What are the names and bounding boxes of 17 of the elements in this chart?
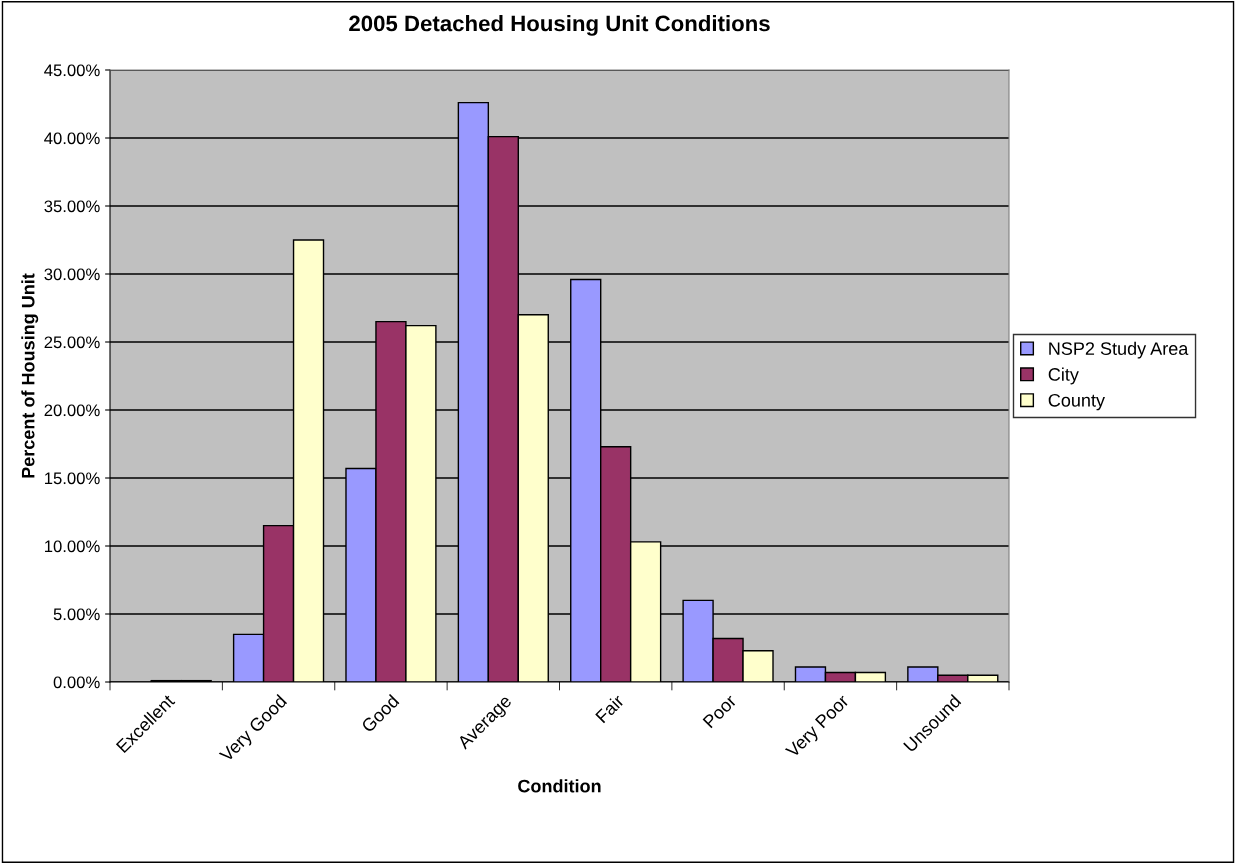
y-axis-title: Percent of Housing Unit xyxy=(21,273,39,478)
x-axis-title: Condition xyxy=(518,779,601,793)
y-tick-label: 15.00% xyxy=(45,472,100,485)
legend-label: NSP2 Study Area xyxy=(1049,341,1189,359)
y-tick-label: 30.00% xyxy=(44,268,100,281)
legend-label: County xyxy=(1048,393,1105,411)
y-tick-label: 25.00% xyxy=(44,336,100,349)
y-tick-label: 5.00% xyxy=(53,608,100,621)
legend-label: City xyxy=(1048,367,1079,385)
y-tick-label: 0.00% xyxy=(53,676,100,689)
chart-title: 2005 Detached Housing Unit Conditions xyxy=(349,15,770,36)
y-tick-label: 35.00% xyxy=(44,200,100,213)
y-tick-label: 20.00% xyxy=(44,404,100,417)
y-tick-label: 45.00% xyxy=(44,64,100,77)
y-tick-label: 40.00% xyxy=(44,132,100,145)
y-tick-label: 10.00% xyxy=(45,540,100,553)
x-tick-label: Fair xyxy=(594,693,625,724)
